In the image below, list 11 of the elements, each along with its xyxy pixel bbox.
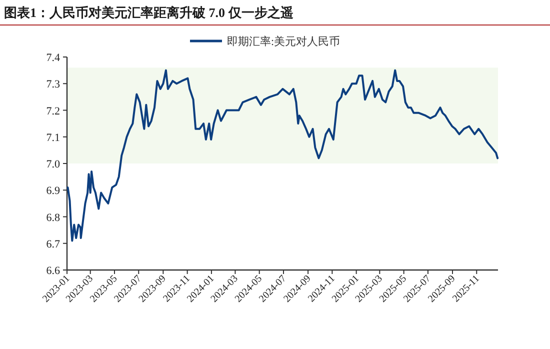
ytick-label: 6.8 xyxy=(46,212,60,224)
ytick-label: 6.7 xyxy=(46,238,60,250)
legend-label: 即期汇率:美元对人民币 xyxy=(227,36,340,48)
ytick-label: 7.3 xyxy=(46,78,60,91)
title: 图表1：人民币对美元汇率距离升破 7.0 仅一步之遥 xyxy=(4,5,294,20)
ytick-label: 6.9 xyxy=(46,185,60,198)
ytick-label: 7.4 xyxy=(46,52,60,64)
ytick-label: 6.6 xyxy=(46,265,60,277)
ytick-label: 7.1 xyxy=(46,132,60,144)
ytick-label: 7.0 xyxy=(46,158,60,170)
ytick-label: 7.2 xyxy=(46,105,60,118)
